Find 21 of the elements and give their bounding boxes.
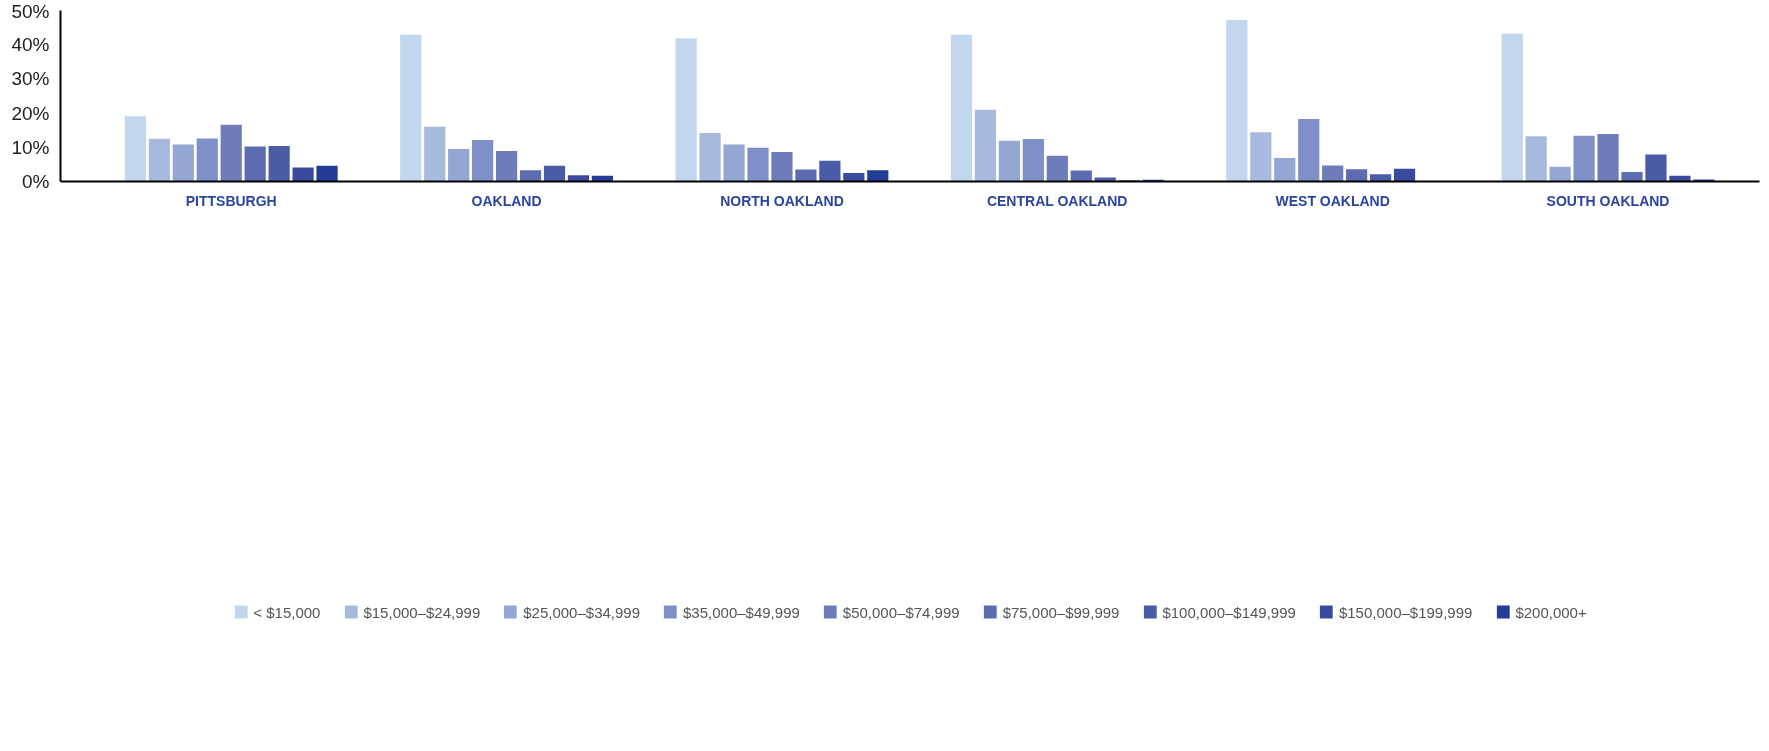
x-tick-label: SOUTH OAKLAND	[1546, 192, 1670, 209]
y-tick-label: 0%	[22, 171, 50, 192]
x-tick-label: WEST OAKLAND	[1275, 192, 1390, 209]
legend-label: $25,000–$34,999	[523, 603, 641, 621]
legend-label: < $15,000	[253, 603, 321, 621]
y-tick-label: 50%	[11, 0, 50, 22]
legend-label: $35,000–$49,999	[683, 603, 800, 621]
legend-label: $15,000–$24,999	[363, 603, 481, 621]
x-tick-label: OAKLAND	[471, 192, 542, 209]
y-tick-label: 30%	[11, 68, 50, 90]
y-tick-label: 10%	[11, 136, 50, 158]
legend-label: $50,000–$74,999	[842, 603, 960, 621]
x-tick-label: NORTH OAKLAND	[720, 192, 844, 209]
legend-label: $150,000–$199,999	[1338, 603, 1473, 621]
legend-label: $100,000–$149,999	[1162, 603, 1296, 621]
x-tick-label: CENTRAL OAKLAND	[986, 192, 1128, 209]
y-tick-label: 20%	[11, 102, 50, 124]
x-tick-label: PITTSBURGH	[185, 192, 277, 209]
legend-label: $200,000+	[1515, 603, 1587, 621]
legend-label: $75,000–$99,999	[1002, 603, 1120, 621]
y-tick-label: 40%	[11, 34, 50, 56]
